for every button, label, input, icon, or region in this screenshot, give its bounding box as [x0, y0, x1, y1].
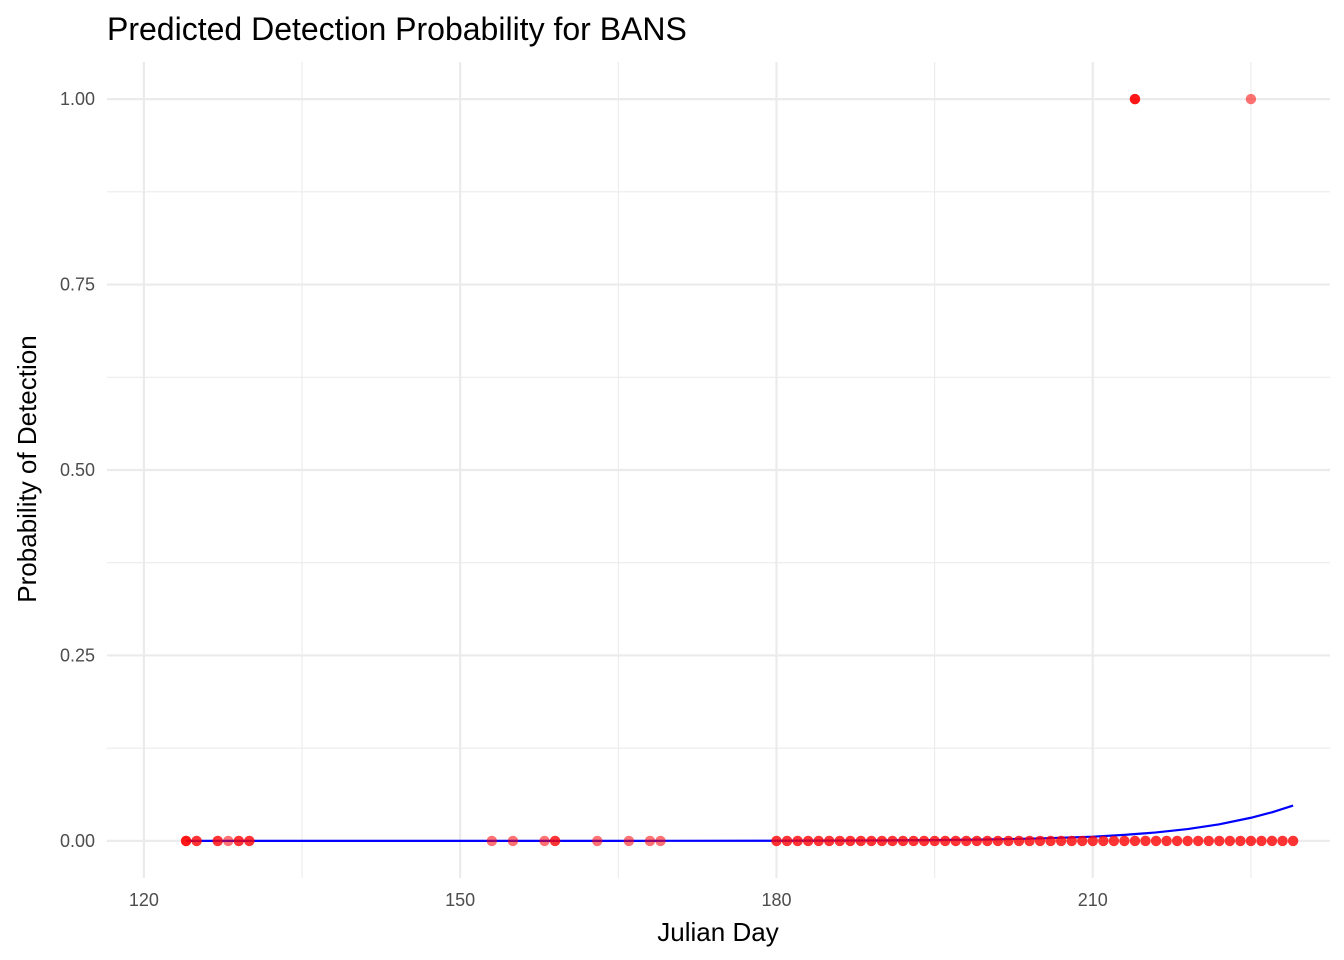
- y-tick-label: 0.25: [60, 645, 95, 665]
- data-point: [223, 835, 234, 847]
- data-point: [1171, 835, 1183, 847]
- data-point: [549, 835, 561, 847]
- data-point: [950, 835, 961, 847]
- data-point: [1161, 835, 1172, 847]
- data-point: [1182, 835, 1193, 847]
- data-point: [1087, 835, 1098, 847]
- data-point: [1224, 835, 1236, 847]
- data-point: [824, 835, 835, 847]
- data-point: [1140, 835, 1151, 847]
- data-point: [1277, 835, 1288, 847]
- x-tick-label: 120: [129, 890, 159, 910]
- data-point: [834, 835, 845, 847]
- x-tick-label: 150: [445, 890, 475, 910]
- data-points-layer: [180, 93, 1299, 847]
- data-point: [897, 835, 909, 847]
- data-point: [655, 835, 666, 847]
- data-point: [1013, 835, 1025, 847]
- x-axis-title: Julian Day: [657, 917, 778, 947]
- data-point: [887, 835, 898, 847]
- data-point: [1245, 835, 1257, 847]
- data-point: [1024, 835, 1035, 847]
- data-point: [539, 835, 550, 847]
- data-point: [1129, 93, 1141, 105]
- data-point: [813, 835, 824, 847]
- data-point: [982, 835, 993, 847]
- y-tick-label: 0.00: [60, 831, 95, 851]
- data-point: [792, 835, 803, 847]
- data-point: [1034, 835, 1046, 847]
- data-point: [1045, 835, 1056, 847]
- data-point: [1077, 835, 1088, 847]
- data-point: [180, 835, 192, 847]
- data-point: [1003, 835, 1014, 847]
- data-point: [1119, 835, 1130, 847]
- data-point: [507, 835, 519, 847]
- data-point: [961, 835, 972, 847]
- data-point: [1098, 835, 1109, 847]
- data-point: [918, 835, 930, 847]
- data-point: [1129, 835, 1141, 847]
- data-point: [1266, 835, 1278, 847]
- x-tick-label: 180: [761, 890, 791, 910]
- data-point: [1108, 835, 1120, 847]
- data-point: [1287, 835, 1299, 847]
- data-point: [486, 835, 498, 847]
- grid: [107, 62, 1330, 878]
- x-axis-ticks: 120 150 180 210: [129, 890, 1108, 910]
- data-point: [592, 835, 603, 847]
- data-point: [855, 835, 867, 847]
- data-point: [866, 835, 877, 847]
- data-point: [802, 835, 814, 847]
- y-tick-label: 1.00: [60, 89, 95, 109]
- y-tick-label: 0.50: [60, 460, 95, 480]
- x-tick-label: 210: [1078, 890, 1108, 910]
- data-point: [1203, 835, 1214, 847]
- data-point: [1055, 835, 1067, 847]
- data-point: [971, 835, 983, 847]
- data-point: [876, 835, 888, 847]
- data-point: [1245, 93, 1257, 105]
- data-point: [212, 835, 223, 847]
- data-point: [644, 835, 656, 847]
- fitted-probability-line: [186, 804, 1294, 843]
- data-point: [1235, 835, 1246, 847]
- data-point: [233, 835, 244, 847]
- data-point: [191, 835, 202, 847]
- data-point: [781, 835, 793, 847]
- fitted-curve-layer: [186, 804, 1294, 843]
- y-tick-label: 0.75: [60, 275, 95, 295]
- data-point: [771, 835, 782, 847]
- data-point: [1214, 835, 1225, 847]
- data-point: [939, 835, 951, 847]
- y-axis-title: Probability of Detection: [12, 335, 42, 602]
- data-point: [908, 835, 919, 847]
- data-point: [1256, 835, 1267, 847]
- y-axis-ticks: 0.00 0.25 0.50 0.75 1.00: [60, 89, 95, 851]
- data-point: [244, 835, 255, 847]
- data-point: [929, 835, 940, 847]
- data-point: [1193, 835, 1204, 847]
- data-point: [1066, 835, 1077, 847]
- data-point: [623, 835, 635, 847]
- chart-title: Predicted Detection Probability for BANS: [107, 11, 687, 47]
- data-point: [1150, 835, 1162, 847]
- data-point: [992, 835, 1004, 847]
- data-point: [845, 835, 856, 847]
